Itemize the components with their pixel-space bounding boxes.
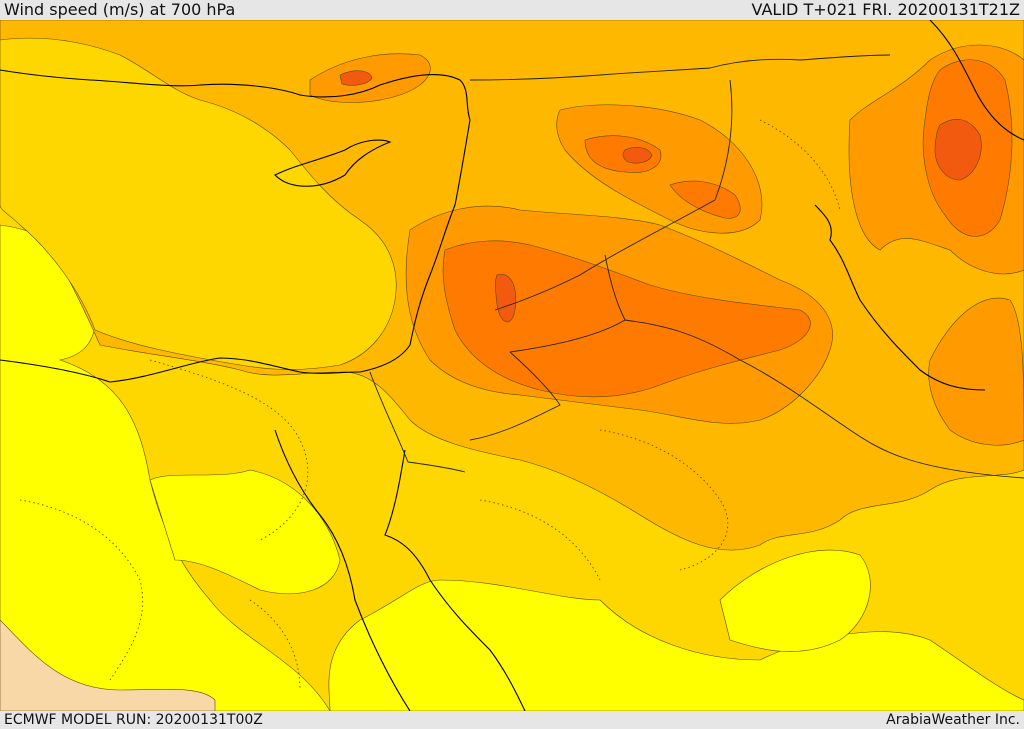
band-yellow-sinai <box>149 469 341 595</box>
coastline-cyprus <box>274 139 392 187</box>
band-deep-orange-northeast <box>669 180 741 219</box>
band-gold-mediterranean <box>0 37 397 370</box>
band-lightest-southwest <box>0 619 216 711</box>
border-jordan-iraq <box>494 199 716 311</box>
map-title: Wind speed (m/s) at 700 hPa <box>4 0 236 19</box>
band-yellow-arabia <box>719 549 871 652</box>
border-egypt-israel <box>369 371 466 473</box>
border-syria-iraq <box>469 54 891 81</box>
coastline-egypt-north <box>0 357 361 383</box>
model-run: ECMWF MODEL RUN: 20200131T00Z <box>4 712 263 728</box>
coastline-red-sea-east <box>384 449 526 711</box>
band-red-orange-east <box>934 118 982 181</box>
band-red-orange-north <box>622 146 653 164</box>
footer-bar: ECMWF MODEL RUN: 20200131T00Z ArabiaWeat… <box>0 711 1024 729</box>
coastline-red-sea-west <box>274 429 411 711</box>
coastline-gulf <box>814 204 986 391</box>
coastline-turkey <box>0 69 471 121</box>
border-saudi-west <box>469 351 561 441</box>
header-bar: Wind speed (m/s) at 700 hPa VALID T+021 … <box>0 0 1024 20</box>
credit: ArabiaWeather Inc. <box>886 712 1020 728</box>
coastline-levant <box>359 119 471 373</box>
band-red-orange-jordan <box>495 273 517 323</box>
borders <box>369 54 1024 479</box>
border-saudi-north <box>509 319 626 353</box>
coastline-caspian <box>929 20 1024 141</box>
valid-time: VALID T+021 FRI. 20200131T21Z <box>751 0 1020 19</box>
coastlines <box>0 20 1024 711</box>
band-deep-orange-core <box>442 240 811 398</box>
border-jordan-saudi <box>604 254 1024 479</box>
dotted-contours <box>19 119 841 691</box>
band-red-orange-west <box>339 70 373 86</box>
band-yellow-south <box>328 579 1024 711</box>
border-iraq-west <box>714 79 733 201</box>
wind-speed-map <box>0 20 1024 711</box>
